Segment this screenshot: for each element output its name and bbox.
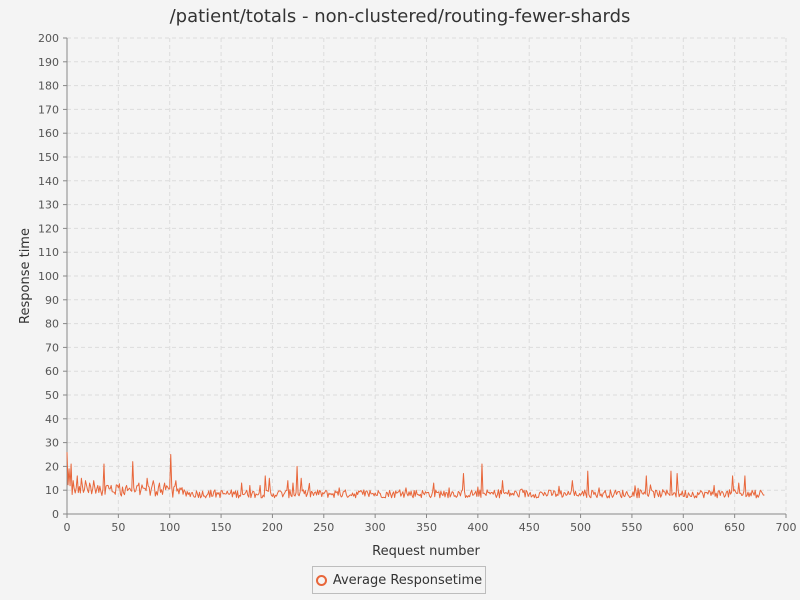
x-tick-label: 700 (776, 521, 797, 534)
legend-series-marker (315, 574, 327, 586)
y-tick-label: 80 (45, 318, 59, 331)
y-tick-label: 0 (52, 508, 59, 521)
x-axis-label: Request number (372, 544, 480, 559)
x-tick-label: 450 (519, 521, 540, 534)
y-tick-label: 160 (38, 127, 59, 140)
x-tick-label: 200 (262, 521, 283, 534)
x-tick-label: 400 (467, 521, 488, 534)
y-tick-label: 10 (45, 484, 59, 497)
x-tick-label: 350 (416, 521, 437, 534)
x-tick-labels: 0 50 100 150 200 250 300 350 400 450 500 550 600 650 7… (64, 521, 797, 534)
x-tick-label: 150 (211, 521, 232, 534)
y-tick-label: 90 (45, 294, 59, 307)
series-line-0 (66, 452, 765, 499)
axes (63, 37, 787, 518)
y-tick-label: 30 (45, 437, 59, 450)
y-tick-label: 140 (38, 175, 59, 188)
legend: Average Responsetime (312, 566, 486, 594)
y-tick-label: 150 (38, 151, 59, 164)
y-tick-label: 70 (45, 341, 59, 354)
y-tick-label: 130 (38, 199, 59, 212)
grid-lines (67, 37, 787, 514)
x-tick-label: 600 (673, 521, 694, 534)
x-tick-label: 250 (313, 521, 334, 534)
y-tick-label: 50 (45, 389, 59, 402)
y-tick-label: 110 (38, 246, 59, 259)
y-tick-label: 60 (45, 365, 59, 378)
series-layer (66, 452, 765, 499)
y-tick-label: 180 (38, 80, 59, 93)
y-axis-label: Response time (18, 228, 33, 324)
x-tick-label: 550 (621, 521, 642, 534)
x-tick-label: 50 (111, 521, 125, 534)
y-tick-label: 20 (45, 460, 59, 473)
y-tick-label: 190 (38, 56, 59, 69)
chart-title: /patient/totals - non-clustered/routing-… (169, 6, 631, 27)
y-tick-labels: 0 10 20 30 40 50 60 70 80 90 100 110 120 130 140 150 160… (38, 32, 59, 521)
y-tick-label: 100 (38, 270, 59, 283)
y-tick-label: 170 (38, 103, 59, 116)
y-tick-label: 120 (38, 222, 59, 235)
x-tick-label: 100 (159, 521, 180, 534)
x-tick-label: 650 (724, 521, 745, 534)
x-tick-label: 300 (365, 521, 386, 534)
legend-series-label: Average Responsetime (332, 572, 483, 588)
y-tick-label: 40 (45, 413, 59, 426)
x-tick-label: 500 (570, 521, 591, 534)
x-tick-label: 0 (64, 521, 71, 534)
y-tick-label: 200 (38, 32, 59, 45)
